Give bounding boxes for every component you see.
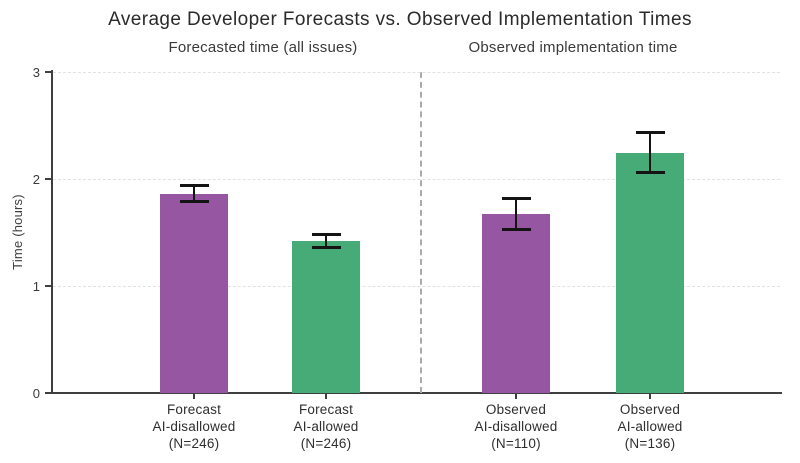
x-tick-label-forecast-ai-allowed-n-246: Forecast AI-allowed (N=246)	[251, 401, 401, 452]
error-bar-cap-top-observed-ai-allowed-n-136	[635, 131, 665, 135]
panel-divider-line	[420, 72, 422, 393]
error-bar-cap-bottom-forecast-ai-disallowed-n-246	[179, 199, 209, 203]
bar-forecast-ai-allowed-n-246	[292, 241, 360, 393]
x-tick-label-line: (N=110)	[491, 436, 541, 451]
error-bar-cap-top-forecast-ai-allowed-n-246	[311, 233, 341, 237]
panel-header-forecasted: Forecasted time (all issues)	[168, 39, 358, 56]
error-bar-cap-bottom-observed-ai-allowed-n-136	[635, 171, 665, 175]
x-tick-mark-forecast-ai-disallowed-n-246	[193, 394, 195, 399]
bar-observed-ai-allowed-n-136	[616, 153, 684, 393]
error-bar-line-observed-ai-disallowed-n-110	[514, 198, 518, 230]
x-tick-label-forecast-ai-disallowed-n-246: Forecast AI-disallowed (N=246)	[119, 401, 269, 452]
bar-forecast-ai-disallowed-n-246	[160, 193, 228, 393]
x-tick-mark-forecast-ai-allowed-n-246	[325, 394, 327, 399]
chart-title: Average Developer Forecasts vs. Observed…	[108, 9, 692, 30]
y-tick-mark-0	[45, 392, 51, 394]
y-tick-mark-3	[45, 71, 51, 73]
y-tick-label-0: 0	[32, 386, 40, 401]
error-bar-cap-top-forecast-ai-disallowed-n-246	[179, 183, 209, 187]
panel-header-observed: Observed implementation time	[468, 39, 678, 56]
x-tick-label-line: (N=246)	[300, 436, 352, 451]
x-tick-label-line: (N=246)	[168, 436, 220, 451]
x-tick-label-observed-ai-allowed-n-136: Observed AI-allowed (N=136)	[575, 401, 725, 452]
y-tick-label-1: 1	[32, 279, 40, 294]
y-tick-label-2: 2	[32, 172, 40, 187]
x-tick-label-line: AI-disallowed	[152, 419, 236, 434]
error-bar-line-forecast-ai-allowed-n-246	[324, 234, 328, 248]
x-tick-label-line: Forecast	[166, 402, 222, 417]
x-tick-mark-observed-ai-allowed-n-136	[649, 394, 651, 399]
error-bar-line-forecast-ai-disallowed-n-246	[192, 185, 196, 202]
x-tick-label-line: AI-allowed	[293, 419, 359, 434]
error-bar-cap-bottom-observed-ai-disallowed-n-110	[501, 227, 531, 231]
x-tick-mark-observed-ai-disallowed-n-110	[515, 394, 517, 399]
y-tick-mark-2	[45, 178, 51, 180]
y-tick-label-3: 3	[32, 65, 40, 80]
error-bar-line-observed-ai-allowed-n-136	[648, 132, 652, 173]
gridline-y-1	[53, 285, 780, 287]
y-tick-mark-1	[45, 285, 51, 287]
y-axis-line	[51, 70, 53, 394]
x-tick-label-line: (N=136)	[624, 436, 676, 451]
x-tick-label-line: Forecast	[298, 402, 354, 417]
error-bar-cap-top-observed-ai-disallowed-n-110	[501, 196, 531, 200]
bar-observed-ai-disallowed-n-110	[482, 214, 550, 393]
gridline-y-2	[53, 178, 780, 180]
x-tick-label-line: AI-disallowed	[474, 419, 558, 434]
x-tick-label-line: Observed	[485, 402, 547, 417]
x-tick-label-line: AI-allowed	[617, 419, 683, 434]
x-tick-label-line: Observed	[619, 402, 681, 417]
x-axis-line	[51, 392, 782, 394]
gridline-y-3	[53, 71, 780, 73]
error-bar-cap-bottom-forecast-ai-allowed-n-246	[311, 245, 341, 249]
x-tick-label-observed-ai-disallowed-n-110: Observed AI-disallowed (N=110)	[441, 401, 591, 452]
